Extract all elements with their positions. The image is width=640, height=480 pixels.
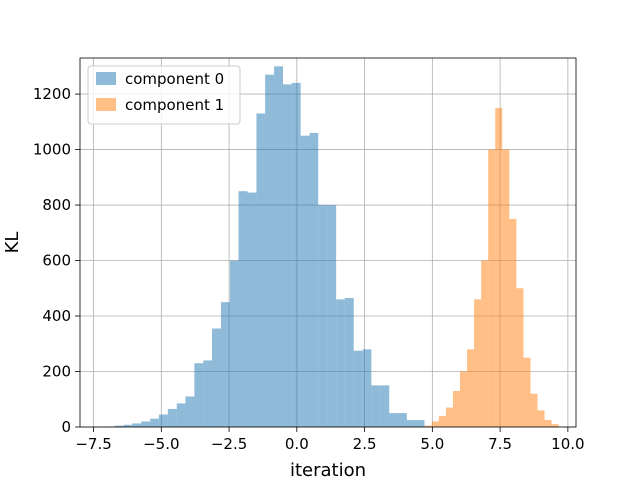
histogram-bar-component-0	[344, 297, 354, 427]
histogram-bar-component-0	[158, 414, 168, 427]
histogram-bar-component-0	[167, 408, 177, 427]
y-tick-label: 0	[61, 418, 71, 436]
histogram-bar-component-1	[474, 299, 482, 427]
y-tick-label: 600	[42, 252, 71, 270]
y-tick-label: 800	[42, 196, 71, 214]
histogram-bar-component-1	[544, 420, 552, 427]
histogram-bar-component-0	[406, 420, 416, 427]
histogram-bar-component-0	[265, 74, 275, 428]
histogram-bar-component-0	[211, 328, 221, 427]
histogram-bar-component-1	[481, 260, 489, 427]
histogram-bar-component-0	[415, 420, 425, 427]
histogram-bar-component-0	[220, 302, 230, 427]
histogram-bar-component-0	[123, 424, 133, 427]
histogram-bar-component-1	[452, 390, 460, 427]
histogram-bar-component-0	[353, 350, 363, 427]
histogram-bar-component-0	[389, 413, 398, 427]
histogram-bar-component-1	[459, 371, 468, 427]
histogram-bar-component-1	[537, 410, 545, 427]
histogram-bar-component-1	[431, 421, 439, 427]
histogram-bar-component-0	[318, 205, 328, 427]
histogram-bar-component-1	[530, 393, 538, 427]
y-tick-label: 400	[42, 307, 71, 325]
histogram-bar-component-0	[327, 205, 337, 427]
x-tick-label: 7.5	[488, 435, 512, 453]
histogram-bar-component-0	[194, 363, 204, 427]
legend-box	[87, 65, 241, 125]
histogram-bar-component-0	[114, 425, 124, 427]
histogram-bar-component-0	[362, 349, 372, 427]
histogram-bar-component-0	[238, 191, 248, 427]
histogram-bar-component-1	[509, 218, 517, 427]
histogram-bar-component-0	[300, 135, 310, 427]
histogram-bar-component-0	[274, 66, 284, 428]
histogram-bar-component-0	[176, 403, 186, 427]
y-tick-label: 1200	[33, 85, 71, 103]
histogram-bar-component-0	[229, 260, 239, 427]
histogram-bar-component-1	[502, 149, 510, 427]
histogram-bar-component-0	[371, 385, 381, 427]
histogram-bar-component-0	[150, 418, 159, 427]
histogram-bar-component-1	[551, 424, 559, 427]
histogram-bar-component-0	[132, 423, 142, 427]
x-tick-label: 2.5	[353, 435, 377, 453]
histogram-bar-component-0	[336, 299, 345, 427]
axis-ticks: −7.5 −5.0 −2.5 0.0 2.5 5.0 7.5 10.0 0 200 400 600 80…	[33, 85, 585, 453]
histogram-bar-component-1	[467, 349, 475, 427]
y-tick-label: 200	[42, 363, 71, 381]
histogram-bar-component-0	[309, 132, 319, 427]
x-tick-label: 0.0	[285, 435, 309, 453]
x-tick-label: 5.0	[420, 435, 444, 453]
x-tick-label: −7.5	[75, 435, 111, 453]
histogram-bar-component-1	[488, 149, 496, 427]
histogram-bars	[105, 66, 559, 428]
histogram-bar-component-1	[495, 107, 503, 427]
x-tick-label: −2.5	[211, 435, 247, 453]
histogram-bar-component-0	[256, 113, 266, 428]
x-tick-label: 10.0	[551, 435, 584, 453]
y-axis-label: KL	[2, 232, 23, 254]
histogram-bar-component-0	[203, 360, 212, 427]
legend-swatch-component-1	[96, 98, 116, 111]
histogram-bar-component-0	[185, 396, 195, 427]
histogram-bar-component-0	[247, 192, 257, 427]
x-tick-label: −5.0	[143, 435, 179, 453]
histogram-bar-component-1	[523, 357, 531, 427]
plot-frame	[79, 57, 577, 428]
histogram-bar-component-1	[424, 425, 432, 427]
histogram-bar-component-1	[445, 407, 453, 427]
histogram-bar-component-1	[516, 288, 524, 427]
histogram-bar-component-0	[291, 82, 301, 428]
y-tick-label: 1000	[33, 141, 71, 159]
legend-label-component-0: component 0	[125, 70, 224, 88]
histogram-bar-component-0	[283, 84, 292, 427]
x-axis-label: iteration	[290, 460, 366, 480]
histogram-bar-component-1	[438, 415, 446, 427]
legend-swatch-component-0	[96, 72, 116, 85]
histogram-bar-component-0	[141, 421, 151, 427]
histogram-bar-component-0	[380, 385, 390, 427]
histogram-bar-component-0	[397, 413, 407, 427]
legend-label-component-1: component 1	[125, 96, 224, 114]
legend: component 0 component 1	[87, 65, 241, 125]
